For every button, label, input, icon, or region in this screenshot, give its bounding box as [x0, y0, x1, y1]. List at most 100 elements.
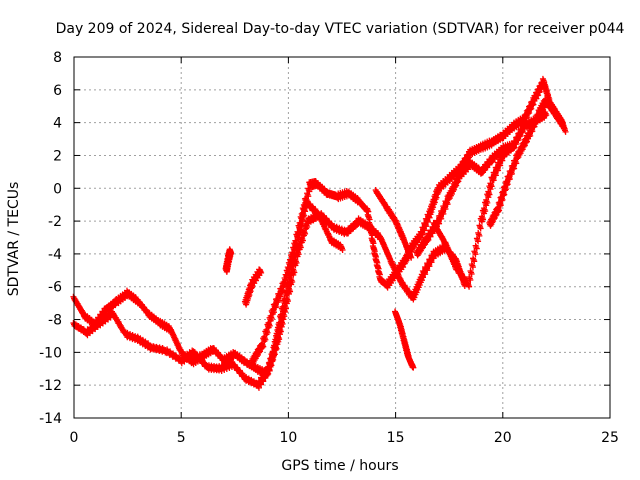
data-point — [284, 298, 291, 305]
data-point — [468, 270, 475, 277]
data-point — [473, 245, 480, 252]
data-point — [277, 328, 284, 335]
data-point — [497, 162, 504, 169]
data-point — [488, 183, 495, 190]
data-point — [440, 210, 447, 217]
data-point — [511, 165, 518, 172]
y-tick-label: -8 — [48, 313, 62, 329]
data-point — [497, 202, 504, 209]
data-point — [268, 315, 275, 322]
data-point — [260, 378, 267, 385]
data-point — [436, 220, 443, 227]
data-point — [472, 251, 479, 258]
data-point — [438, 215, 445, 222]
data-point — [471, 258, 478, 265]
y-tick-label: 8 — [53, 50, 62, 66]
data-point — [469, 264, 476, 271]
data-point — [499, 157, 506, 164]
data-point — [492, 172, 499, 179]
data-point — [486, 191, 493, 198]
series-track-7 — [372, 187, 415, 261]
data-point — [293, 259, 300, 266]
data-point — [530, 101, 537, 108]
data-point — [426, 263, 433, 270]
data-point — [299, 213, 306, 220]
data-point — [287, 288, 294, 295]
y-tick-label: -4 — [48, 247, 62, 263]
data-point — [288, 259, 295, 266]
data-point — [502, 186, 509, 193]
x-tick-label: 0 — [70, 430, 79, 446]
data-point — [511, 144, 518, 151]
series-track-8 — [430, 109, 550, 290]
y-tick-label: -6 — [48, 280, 62, 296]
data-point — [255, 384, 262, 391]
data-point — [270, 356, 277, 363]
data-point — [279, 288, 286, 295]
series-track-6 — [392, 308, 417, 371]
data-point — [262, 336, 269, 343]
data-point — [293, 240, 300, 247]
data-point — [467, 277, 474, 284]
data-point — [504, 181, 511, 188]
data-point — [408, 254, 415, 261]
series-track-10 — [413, 140, 518, 259]
data-point — [277, 293, 284, 300]
data-point — [291, 269, 298, 276]
data-point — [276, 336, 283, 343]
y-tick-label: -10 — [39, 345, 62, 361]
series-track-5 — [222, 246, 235, 275]
data-point — [428, 259, 435, 266]
y-tick-label: 2 — [53, 148, 62, 164]
data-point — [258, 269, 265, 276]
data-point — [281, 282, 288, 289]
series-track-3 — [248, 195, 346, 367]
data-point — [496, 207, 503, 214]
data-point — [543, 112, 550, 119]
data-point — [297, 222, 304, 229]
data-point — [513, 160, 520, 167]
data-point — [299, 237, 306, 244]
y-tick-label: -2 — [48, 214, 62, 230]
data-point — [444, 201, 451, 208]
data-point — [484, 199, 491, 206]
data-point — [273, 345, 280, 352]
data-point — [268, 362, 275, 369]
data-point — [290, 252, 297, 259]
data-point — [423, 223, 430, 230]
data-point — [286, 267, 292, 274]
data-point — [283, 274, 290, 281]
data-point — [490, 177, 497, 184]
data-point — [270, 309, 277, 316]
data-point — [295, 231, 302, 238]
data-points — [70, 75, 569, 391]
data-point — [295, 251, 302, 258]
data-point — [508, 170, 515, 177]
data-point — [266, 322, 273, 329]
data-point — [264, 371, 271, 378]
data-point — [501, 191, 508, 198]
chart-title: Day 209 of 2024, Sidereal Day-to-day VTE… — [56, 21, 625, 37]
data-point — [531, 123, 538, 130]
data-point — [282, 305, 289, 312]
data-point — [410, 364, 417, 371]
data-point — [289, 279, 296, 286]
data-point — [425, 237, 432, 244]
y-tick-label: 4 — [53, 116, 62, 132]
x-tick-label: 5 — [177, 430, 186, 446]
data-point — [273, 304, 280, 311]
y-tick-label: -12 — [39, 378, 62, 394]
data-point — [476, 232, 483, 239]
data-point — [533, 118, 540, 125]
data-point — [271, 351, 278, 358]
data-point — [419, 231, 426, 238]
data-point — [305, 193, 312, 200]
data-point — [302, 230, 309, 237]
x-tick-label: 15 — [387, 430, 405, 446]
data-point — [422, 271, 429, 278]
data-point — [499, 196, 506, 203]
data-point — [279, 320, 286, 327]
x-tick-label: 25 — [601, 430, 619, 446]
data-point — [297, 244, 304, 251]
